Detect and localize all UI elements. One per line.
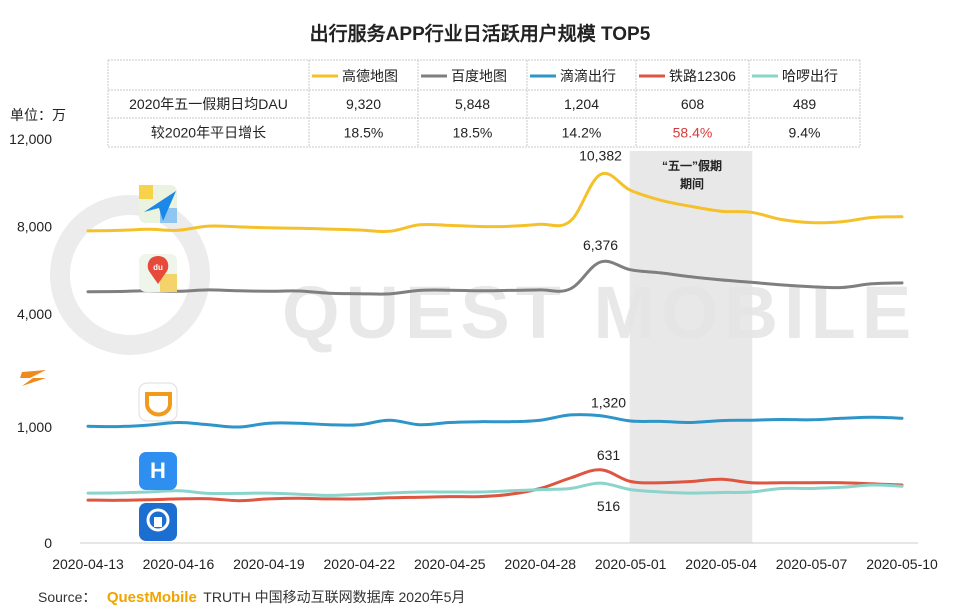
holiday-label-line2: 期间	[680, 176, 704, 191]
railway-12306-app-icon	[139, 503, 177, 541]
x-ticks: 2020-04-13 2020-04-16 2020-04-19 2020-04-22…	[52, 556, 938, 572]
table-growth-4: 9.4%	[789, 125, 821, 141]
x-tick-label: 2020-05-04	[685, 556, 757, 572]
x-tick-label: 2020-05-10	[866, 556, 938, 572]
x-tick-label: 2020-04-19	[233, 556, 305, 572]
series-line-0	[86, 171, 904, 234]
legend-label-1: 百度地图	[451, 68, 507, 84]
data-label: 6,376	[583, 237, 618, 253]
didi-app-icon	[138, 382, 178, 422]
series-group	[86, 171, 904, 503]
series-line-3	[86, 468, 904, 503]
table-dau-0: 9,320	[346, 96, 381, 112]
y-tick-label: 0	[44, 535, 52, 551]
data-label: 10,382	[579, 147, 622, 163]
series-line-1	[86, 259, 904, 296]
x-tick-label: 2020-04-25	[414, 556, 486, 572]
watermark-logo	[50, 195, 210, 355]
x-tick-label: 2020-05-07	[776, 556, 848, 572]
table-dau-3: 608	[681, 96, 705, 112]
app-icons: du H	[20, 185, 178, 541]
amap-app-icon	[139, 185, 177, 223]
y-ticks: 0 1,000 4,000 8,000 12,000	[9, 131, 52, 551]
chart-title: 出行服务APP行业日活跃用户规模 TOP5	[310, 22, 651, 45]
watermark-text: QUEST MOBILE	[282, 271, 917, 354]
data-label: 1,320	[591, 395, 626, 411]
watermark: QUEST MOBILE	[50, 195, 917, 355]
y-tick-label: 1,000	[17, 419, 52, 435]
table-growth-2: 14.2%	[562, 125, 602, 141]
x-tick-label: 2020-04-28	[504, 556, 576, 572]
y-tick-label: 8,000	[17, 219, 52, 235]
table-growth-1: 18.5%	[453, 125, 493, 141]
legend-label-3: 铁路12306	[669, 68, 736, 84]
series-line-2	[86, 413, 904, 429]
baidu-map-app-icon: du	[139, 254, 177, 292]
data-labels: 10,382 6,376 1,320 631 516	[579, 147, 626, 514]
y-unit-label: 单位：万	[10, 107, 66, 123]
table-row-label: 2020年五一假期日均DAU	[129, 96, 288, 112]
source-prefix: Source：	[38, 589, 96, 605]
source-brand: QuestMobile	[107, 589, 197, 606]
lightning-icon	[20, 370, 46, 386]
svg-text:H: H	[150, 458, 166, 483]
data-label: 516	[597, 498, 621, 514]
holiday-band	[629, 151, 753, 543]
x-tick-label: 2020-04-13	[52, 556, 124, 572]
series-line-4	[86, 481, 904, 497]
hello-app-icon: H	[139, 452, 177, 490]
source-suffix: TRUTH 中国移动互联网数据库 2020年5月	[203, 589, 465, 605]
x-tick-label: 2020-04-16	[143, 556, 215, 572]
table-growth-0: 18.5%	[344, 125, 384, 141]
x-tick-label: 2020-04-22	[324, 556, 396, 572]
y-tick-label: 4,000	[17, 306, 52, 322]
x-tick-label: 2020-05-01	[595, 556, 667, 572]
table-dau-1: 5,848	[455, 96, 490, 112]
table-dau-4: 489	[793, 96, 817, 112]
table-growth-3: 58.4%	[673, 125, 713, 141]
legend-label-0: 高德地图	[342, 68, 398, 84]
table-row-label: 较2020年平日增长	[151, 125, 266, 141]
holiday-label-line1: “五一”假期	[662, 158, 722, 173]
source-line: Source： QuestMobile TRUTH 中国移动互联网数据库 202…	[38, 589, 465, 606]
stats-table: 2020年五一假期日均DAU 较2020年平日增长 高德地图 9,320 18.5% 百度…	[107, 59, 861, 148]
svg-text:du: du	[153, 263, 163, 272]
legend-label-2: 滴滴出行	[560, 68, 616, 84]
data-label: 631	[597, 447, 621, 463]
table-dau-2: 1,204	[564, 96, 599, 112]
legend-label-4: 哈啰出行	[782, 68, 838, 84]
y-tick-label: 12,000	[9, 131, 52, 147]
